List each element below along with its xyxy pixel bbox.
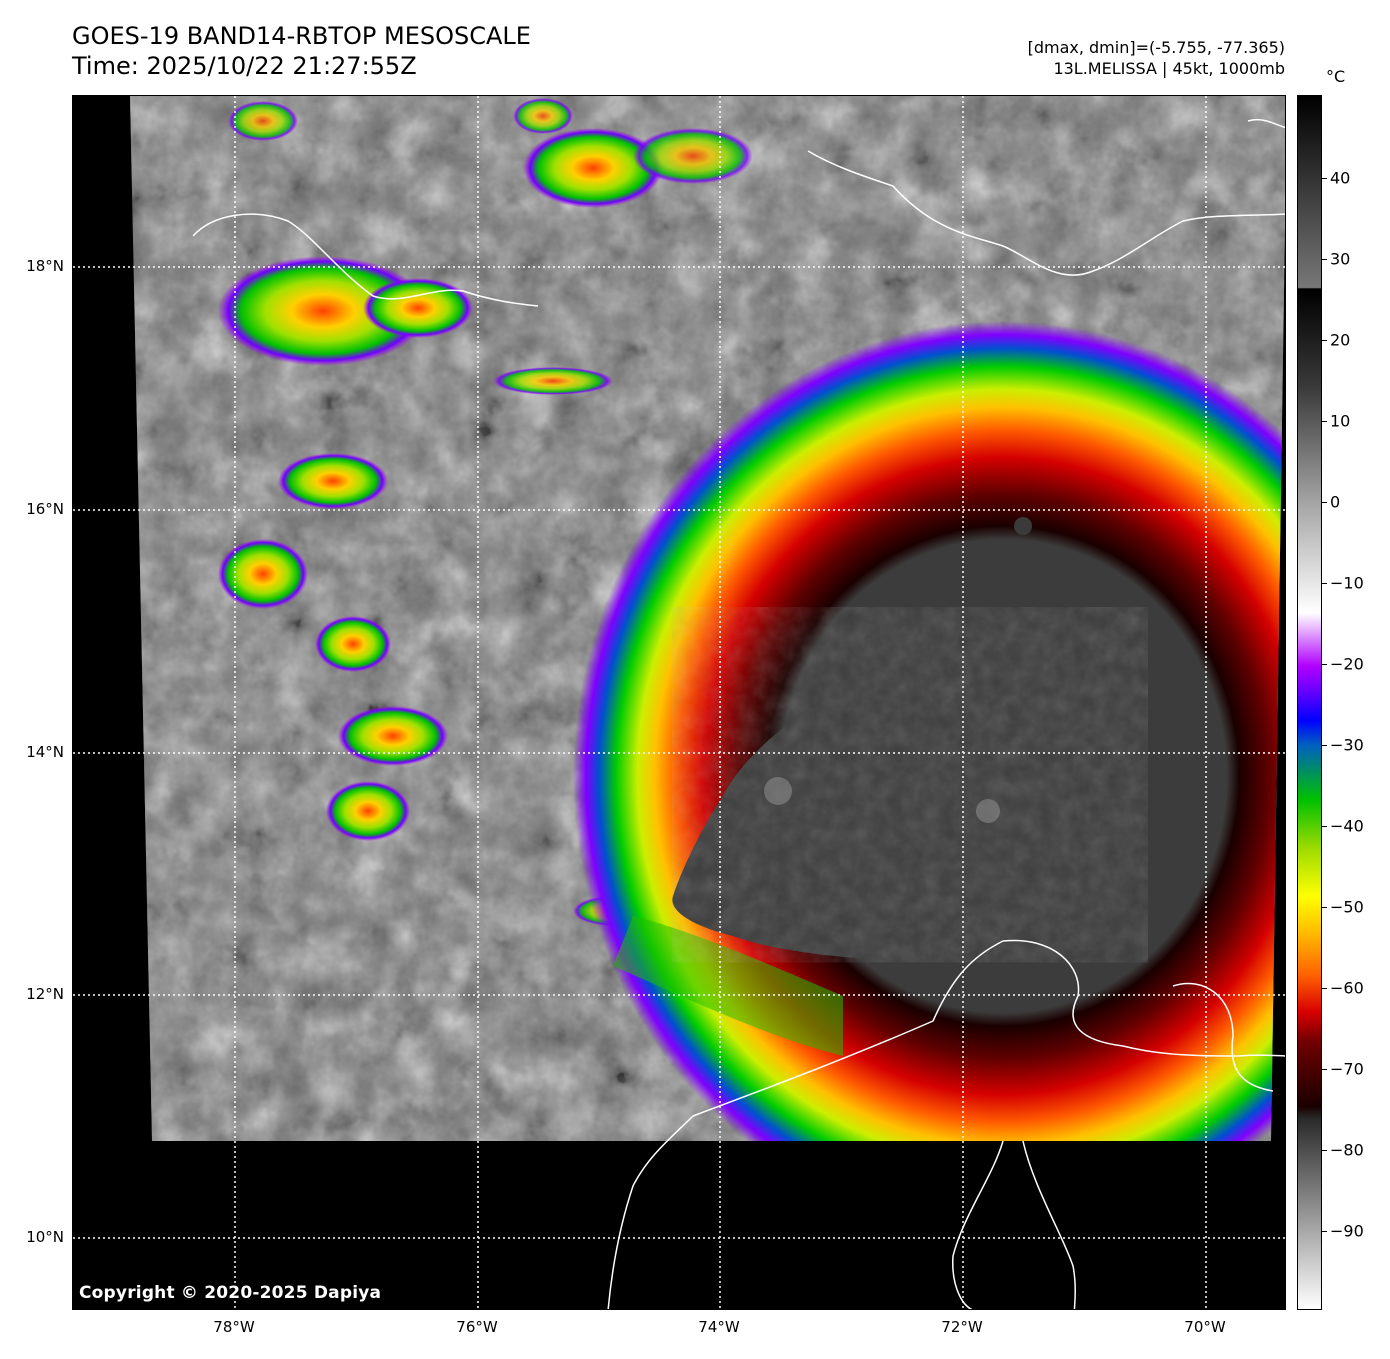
- colorbar-tick-label: −90: [1330, 1221, 1364, 1241]
- coastlines: [192, 118, 1285, 1309]
- lon-label-72w: 72°W: [941, 1318, 983, 1336]
- colorbar-tick-mark: [1322, 583, 1327, 584]
- colorbar-tick-label: 0: [1330, 492, 1341, 512]
- colorbar-tick-label: 10: [1330, 411, 1351, 431]
- colorbar-tick-label: −60: [1330, 978, 1364, 998]
- colorbar-tick-mark: [1322, 907, 1327, 908]
- lat-label-16n: 16°N: [26, 500, 64, 518]
- storm-info: 13L.MELISSA | 45kt, 1000mb: [1053, 59, 1285, 78]
- lat-label-12n: 12°N: [26, 985, 64, 1003]
- colorbar-tick-label: −20: [1330, 654, 1364, 674]
- colorbar-tick-label: −40: [1330, 816, 1364, 836]
- colorbar-unit: °C: [1326, 67, 1346, 86]
- lon-label-78w: 78°W: [213, 1318, 255, 1336]
- colorbar-tick-label: −80: [1330, 1140, 1364, 1160]
- colorbar-tick-label: 40: [1330, 168, 1351, 188]
- colorbar-tick-mark: [1322, 421, 1327, 422]
- satellite-imagery: [73, 96, 1285, 1309]
- lon-label-74w: 74°W: [698, 1318, 740, 1336]
- colorbar-tick-mark: [1322, 664, 1327, 665]
- colorbar-tick-label: 30: [1330, 249, 1351, 269]
- image-time: Time: 2025/10/22 21:27:55Z: [72, 52, 417, 80]
- colorbar-tick-label: −30: [1330, 735, 1364, 755]
- graticule: [73, 96, 1285, 1309]
- colorbar-tick-mark: [1322, 988, 1327, 989]
- colorbar-tick-mark: [1322, 745, 1327, 746]
- colorbar-tick-mark: [1322, 826, 1327, 827]
- colorbar-tick-mark: [1322, 1069, 1327, 1070]
- lon-label-70w: 70°W: [1184, 1318, 1226, 1336]
- colorbar-tick-mark: [1322, 340, 1327, 341]
- dmax-dmin-readout: [dmax, dmin]=(-5.755, -77.365): [1027, 38, 1285, 57]
- colorbar-tick-label: −50: [1330, 897, 1364, 917]
- temperature-colorbar: [1297, 95, 1322, 1310]
- lat-label-18n: 18°N: [26, 257, 64, 275]
- copyright-text: Copyright © 2020-2025 Dapiya: [79, 1283, 382, 1303]
- colorbar-tick-mark: [1322, 502, 1327, 503]
- image-title: GOES-19 BAND14-RBTOP MESOSCALE: [72, 22, 531, 50]
- colorbar-tick-mark: [1322, 1231, 1327, 1232]
- colorbar-tick-mark: [1322, 178, 1327, 179]
- colorbar-tick-label: −70: [1330, 1059, 1364, 1079]
- satellite-map: Copyright © 2020-2025 Dapiya: [72, 95, 1286, 1310]
- colorbar-tick-label: −10: [1330, 573, 1364, 593]
- lon-label-76w: 76°W: [456, 1318, 498, 1336]
- colorbar-tick-label: 20: [1330, 330, 1351, 350]
- lat-label-10n: 10°N: [26, 1228, 64, 1246]
- colorbar-tick-mark: [1322, 1150, 1327, 1151]
- lat-label-14n: 14°N: [26, 743, 64, 761]
- colorbar-tick-mark: [1322, 259, 1327, 260]
